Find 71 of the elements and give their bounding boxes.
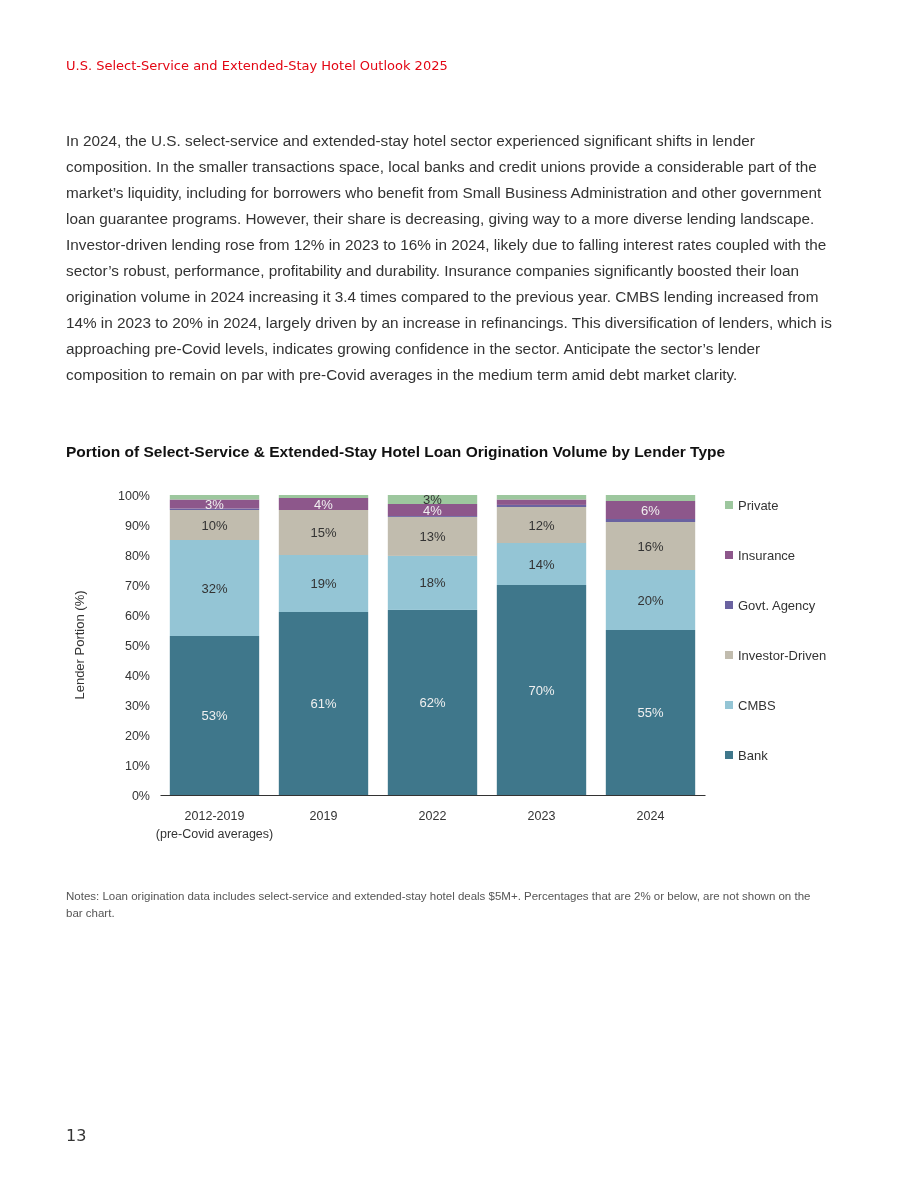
data-label: 13% <box>419 528 446 544</box>
data-label: 32% <box>201 580 228 596</box>
data-label: 20% <box>637 592 664 608</box>
bar <box>278 498 369 510</box>
bar <box>387 516 478 556</box>
y-tick-label: 20% <box>124 728 150 743</box>
x-tick-label: 2024 <box>636 809 665 823</box>
y-tick-label: 40% <box>124 668 150 683</box>
data-label: 10% <box>201 517 228 533</box>
data-label: 70% <box>528 682 555 698</box>
bar <box>496 585 587 795</box>
y-axis-title: Lender Portion (%) <box>72 590 87 700</box>
bar <box>605 519 696 522</box>
x-tick-label: 2023 <box>527 809 556 823</box>
bar <box>496 507 587 543</box>
bar <box>496 504 587 507</box>
text: U.S. Select-Service and Extended-Stay Hotel Outlook 2025 <box>66 58 448 73</box>
bar <box>605 501 696 519</box>
data-label: 3% <box>205 496 225 512</box>
bar <box>605 630 696 795</box>
bar <box>496 495 587 500</box>
bar <box>387 609 478 795</box>
legend-label: Insurance <box>738 547 796 563</box>
data-label: 55% <box>637 705 664 721</box>
bar <box>605 570 696 630</box>
legend-label: Bank <box>738 747 769 763</box>
y-tick-label: 100% <box>118 488 150 503</box>
x-tick-label: 2019 <box>309 809 338 823</box>
data-label: 6% <box>641 502 661 518</box>
y-tick-label: 80% <box>124 548 150 563</box>
y-tick-label: 70% <box>124 578 150 593</box>
legend-label: Investor-Driven <box>738 647 827 663</box>
data-label: 19% <box>310 576 337 592</box>
text: In 2024, the U.S. select-service and extended-stay hotel sector experienced significant shifts in lender composition. In the smaller transactions space, local banks and credit unions provide a considerable part of the market’s liquidity, including for borrowers who benefit from Small Business Administration and other government loan guarantee programs. However, their share is decreasing, giving way to a more diverse lending landscape. Investor-driven lending rose from 12% in 2023 to 16% in 2024, likely due to falling interest rates coupled with the sector’s robust, performance, profitability and durability. Insurance companies significantly boosted their loan origination volume in 2024 increasing it 3.4 times compared to the previous year. CMBS lending increased from 14% in 2023 to 20% in 2024, largely driven by an increase in refinancings. This diversification of lenders, which is approaching pre-Covid levels, indicates growing confidence in the sector. Anticipate the sector’s lender composition to remain on par with pre-Covid averages in the medium term amid debt market clarity. <box>66 132 832 383</box>
x-tick-label: 2022 <box>418 809 447 823</box>
bar <box>496 499 587 505</box>
bar <box>278 555 369 612</box>
data-label: 12% <box>528 517 555 533</box>
text: Notes: Loan origination data includes select-service and extended-stay hotel deals $5M+. Percentages that are 2% or below, are not shown on the bar chart. <box>66 889 812 921</box>
legend-label: Private <box>738 497 779 513</box>
bar <box>387 504 478 516</box>
data-label: 4% <box>314 496 334 512</box>
y-tick-label: 0% <box>131 788 150 803</box>
data-label: 14% <box>528 556 555 572</box>
data-label: 62% <box>419 695 446 710</box>
legend-label: CMBS <box>738 697 776 713</box>
bar <box>387 555 478 610</box>
text: 13 <box>66 1126 87 1145</box>
data-label: 18% <box>419 575 446 591</box>
x-tick-label: 2012-2019 (pre-Covid averages) <box>155 809 274 841</box>
bar <box>169 540 260 636</box>
bar <box>496 543 587 585</box>
data-label: 61% <box>310 696 337 712</box>
bar <box>169 510 260 540</box>
data-label: 53% <box>201 708 228 724</box>
data-label: 16% <box>637 538 664 554</box>
y-tick-label: 50% <box>124 638 150 653</box>
bar <box>278 495 369 498</box>
bar <box>278 510 369 555</box>
data-label: 15% <box>310 525 337 541</box>
bar <box>605 522 696 570</box>
bar <box>169 495 260 500</box>
bar <box>605 495 696 501</box>
chart-title: Portion of Select-Service & Extended-Stay Hotel Loan Origination Volume by Lender Type <box>66 443 726 461</box>
y-tick-label: 30% <box>124 698 150 713</box>
bar <box>278 612 369 795</box>
legend-label: Govt. Agency <box>738 597 816 613</box>
bar <box>169 636 260 795</box>
y-tick-label: 10% <box>124 758 150 773</box>
y-tick-label: 60% <box>124 608 150 623</box>
y-tick-label: 90% <box>124 518 150 533</box>
